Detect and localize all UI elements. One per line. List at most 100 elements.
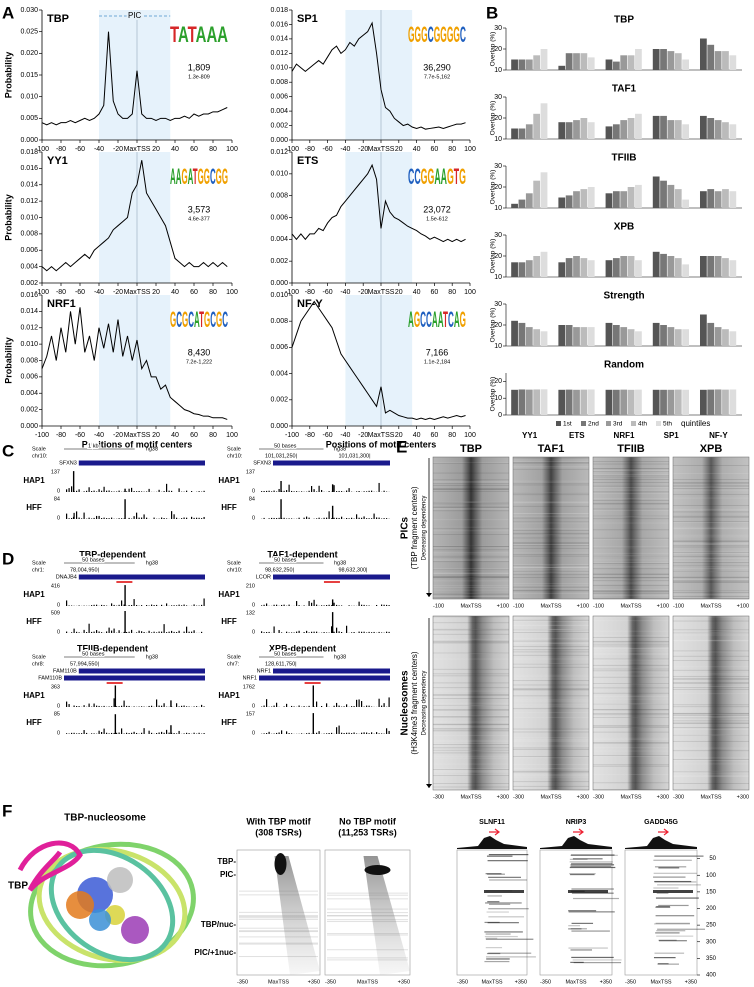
heatmap-texture: [433, 472, 509, 474]
heatmap-texture: [593, 559, 669, 561]
signal-bar: [111, 517, 113, 519]
signal-bar: [126, 491, 128, 492]
chrom-label: chr10:: [227, 453, 243, 459]
gel-band: [484, 935, 518, 938]
bar: [518, 322, 526, 346]
signal-bar: [141, 732, 143, 734]
heatmap-texture: [673, 740, 749, 742]
heatmap-texture: [513, 619, 589, 621]
bar: [558, 122, 566, 139]
signal-bar: [108, 733, 110, 734]
x-tick-label: -20: [113, 289, 123, 296]
signal-bar: [336, 517, 338, 519]
heatmap-texture: [593, 747, 669, 749]
heatmap-texture: [433, 545, 509, 547]
signal-bar: [348, 605, 350, 606]
heatmap-texture: [593, 668, 669, 670]
bar: [722, 389, 729, 415]
signal-bar: [116, 706, 118, 707]
y-tick-label: 300: [706, 939, 717, 945]
gel-axis-label: +350: [600, 979, 612, 985]
heatmap-texture: [433, 479, 509, 481]
signal-bar: [338, 490, 340, 492]
legend-label: 1st: [563, 421, 572, 428]
y-axis-label: Probability: [3, 337, 13, 384]
heatmap-axis-label: MaxTSS: [460, 603, 481, 609]
signal-bar: [101, 632, 103, 633]
heatmap-texture: [673, 734, 749, 736]
signal-bar: [276, 604, 278, 606]
heatmap-texture: [433, 734, 509, 736]
heatmap-texture: [433, 704, 509, 706]
heatmap-texture: [513, 512, 589, 514]
signal-peak: [124, 499, 126, 519]
bar: [652, 115, 660, 139]
signal-bar: [93, 517, 95, 519]
coord-label: 78,004,950|: [70, 567, 99, 573]
heatmap-axis-label: MaxTSS: [540, 794, 561, 800]
gel-band: [327, 957, 408, 959]
heatmap-texture: [593, 591, 669, 592]
heatmap-texture: [433, 527, 509, 529]
heatmap-texture: [433, 716, 509, 718]
signal-bar: [166, 632, 168, 633]
gene-label: SFXN3: [253, 460, 271, 466]
gel-band: [655, 922, 690, 924]
x-tick-label: 40: [171, 289, 179, 296]
chart-title: Random: [604, 360, 644, 371]
heatmap-texture: [433, 675, 509, 677]
heatmap-texture: [593, 508, 669, 510]
track-min: 0: [252, 730, 255, 736]
y-axis-label: Overlap (%): [490, 308, 497, 343]
motif-letter: G: [414, 307, 420, 332]
bar: [674, 189, 682, 208]
signal-bar: [333, 631, 335, 633]
heatmap-texture: [433, 585, 509, 587]
bar: [511, 128, 518, 139]
heatmap-texture: [593, 555, 669, 557]
heatmap-texture: [513, 515, 589, 517]
heatmap-frame: [592, 615, 670, 791]
gel-band: [654, 952, 685, 954]
heatmap-frame: [432, 615, 510, 791]
bar: [573, 389, 580, 415]
heatmap-texture: [513, 704, 589, 706]
heatmap-axis-label: +100: [657, 603, 669, 609]
heatmap-texture: [673, 673, 749, 675]
x-tick-label: -60: [323, 432, 333, 439]
gel-band: [654, 881, 697, 883]
bar: [627, 389, 635, 415]
signal-bar: [278, 732, 280, 734]
heatmap-texture: [513, 676, 589, 678]
x-tick-label: 60: [431, 146, 439, 153]
bar: [533, 329, 541, 346]
bar: [635, 49, 642, 70]
x-tick-label: NF-Y: [709, 431, 728, 440]
heatmap-texture: [513, 781, 589, 783]
heatmap-texture: [673, 465, 749, 466]
signal-bar: [356, 491, 358, 492]
signal-bar: [163, 491, 165, 492]
bar: [682, 199, 690, 208]
y-tick-label: 0.010: [270, 171, 288, 178]
bar: [565, 53, 573, 70]
signal-bar: [383, 703, 385, 707]
signal-bar: [346, 732, 348, 734]
histone: [89, 909, 111, 931]
bar: [580, 118, 588, 139]
heatmap-texture: [673, 716, 749, 718]
bar: [660, 115, 667, 139]
heatmap-texture: [593, 648, 669, 650]
heatmap-title: TAF1: [538, 443, 565, 455]
y-tick-label: 0.014: [270, 36, 288, 43]
heatmap-axis-label: +300: [577, 794, 589, 800]
heatmap-texture: [593, 515, 669, 517]
panel-letter: C: [2, 441, 14, 460]
signal-bar: [126, 631, 128, 633]
track-max: 509: [51, 610, 60, 616]
heatmap-texture: [673, 771, 749, 773]
heatmap-texture: [593, 593, 669, 594]
gel-band: [568, 910, 597, 912]
signal-bar: [268, 631, 270, 633]
signal-bar: [83, 705, 85, 707]
